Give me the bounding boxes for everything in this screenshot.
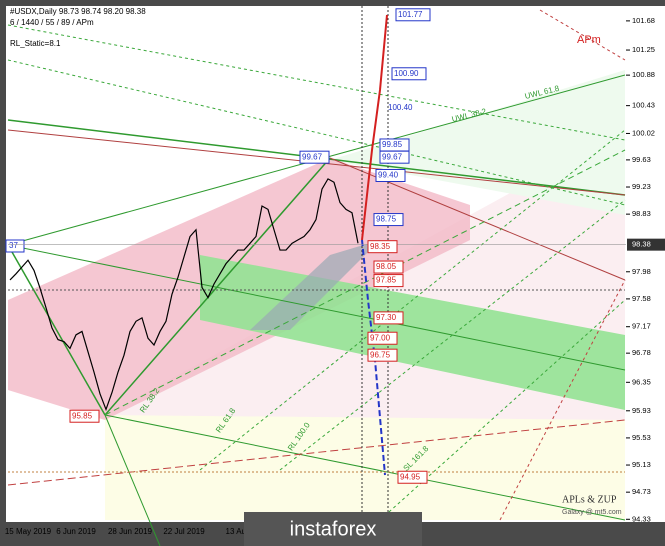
level-box	[367, 331, 398, 345]
dashed-line	[7, 24, 626, 141]
x-tick-label: 28 Jun 2019	[108, 527, 153, 536]
level-label: 98.35	[370, 242, 391, 251]
y-tick-label: 95.13	[632, 460, 651, 469]
y-tick-label: 94.73	[632, 487, 651, 496]
header-line: #USDX,Daily 98.73 98.74 98.20 98.38	[10, 7, 146, 16]
x-tick-label: 22 Jul 2019	[163, 527, 205, 536]
green-line	[7, 244, 626, 371]
level-label: 94.95	[400, 472, 421, 481]
level-box	[299, 150, 330, 164]
current-price: 98.38	[632, 240, 651, 249]
dashed-line	[104, 149, 626, 416]
level-label: 99.85	[382, 140, 403, 149]
annotation: Galaxy @ mt5.com	[562, 509, 622, 516]
level-label: 97.30	[376, 313, 397, 322]
level-label: 96.75	[370, 350, 391, 359]
y-tick-label: 99.23	[632, 182, 651, 191]
y-tick-label: 97.98	[632, 267, 651, 276]
dashed-line	[7, 419, 626, 486]
annotation: APLs & ZUP	[562, 494, 617, 505]
annotation: APm	[577, 34, 601, 46]
y-tick-label: 97.17	[632, 322, 651, 331]
x-tick-label: 15 May 2019	[5, 527, 52, 536]
y-tick-label: 95.53	[632, 433, 651, 442]
red-projection	[361, 14, 388, 241]
blue-projection	[361, 239, 386, 476]
level-label: 98.05	[376, 262, 397, 271]
level-label: 100.40	[388, 103, 413, 112]
y-tick-label: 101.68	[632, 16, 655, 25]
y-tick-label: 100.02	[632, 128, 655, 137]
green-line	[104, 157, 331, 416]
current-price-box	[627, 238, 665, 251]
level-label: 99.40	[378, 171, 399, 180]
level-box	[391, 67, 427, 81]
x-tick-label: 6 Jun 2019	[56, 527, 96, 536]
level-box	[395, 8, 431, 22]
y-tick-label: 96.35	[632, 377, 651, 386]
y-tick-label: 99.63	[632, 155, 651, 164]
watermark-box	[244, 512, 422, 546]
dashed-line	[7, 59, 626, 206]
edge-label-box	[5, 239, 25, 253]
gray-wedge	[250, 240, 380, 330]
level-label: 97.00	[370, 333, 391, 342]
level-label: 99.67	[302, 152, 323, 161]
x-tick-label: 13 Aug	[226, 527, 251, 536]
level-box	[367, 348, 398, 362]
level-box	[373, 274, 404, 288]
level-label: 101.77	[398, 10, 423, 19]
dashed-line	[539, 9, 626, 61]
level-label: 99.67	[382, 152, 403, 161]
watermark: instaforex	[290, 518, 377, 540]
header-line: 6 / 1440 / 55 / 89 / APm	[10, 18, 94, 27]
y-tick-label: 94.33	[632, 514, 651, 523]
y-tick-label: 98.83	[632, 209, 651, 218]
level-box	[397, 470, 428, 484]
price-axis	[626, 6, 665, 522]
green-line	[7, 244, 106, 416]
level-box	[373, 311, 404, 325]
green-line	[104, 414, 626, 521]
y-tick-label: 95.93	[632, 406, 651, 415]
y-tick-label: 97.58	[632, 294, 651, 303]
y-tick-label: 100.43	[632, 101, 655, 110]
level-box	[69, 409, 100, 423]
y-tick-label: 96.78	[632, 348, 651, 357]
level-box	[373, 213, 404, 227]
level-box	[375, 168, 406, 182]
level-box	[367, 240, 398, 254]
y-tick-label: 101.25	[632, 45, 655, 54]
level-label: 95.85	[72, 411, 93, 420]
light-green-region	[330, 70, 625, 215]
level-box	[379, 150, 410, 164]
y-tick-label: 100.88	[632, 70, 655, 79]
level-label: 100.90	[394, 69, 419, 78]
dashed-line	[199, 129, 626, 471]
dashed-line	[279, 199, 626, 471]
level-box	[373, 260, 404, 274]
level-label: 98.75	[376, 215, 397, 224]
header-line: RL_Static=8.1	[10, 39, 61, 48]
price-line	[9, 178, 359, 412]
edge-label: 37	[9, 241, 18, 250]
green-line	[104, 414, 161, 546]
level-label: 97.85	[376, 276, 397, 285]
